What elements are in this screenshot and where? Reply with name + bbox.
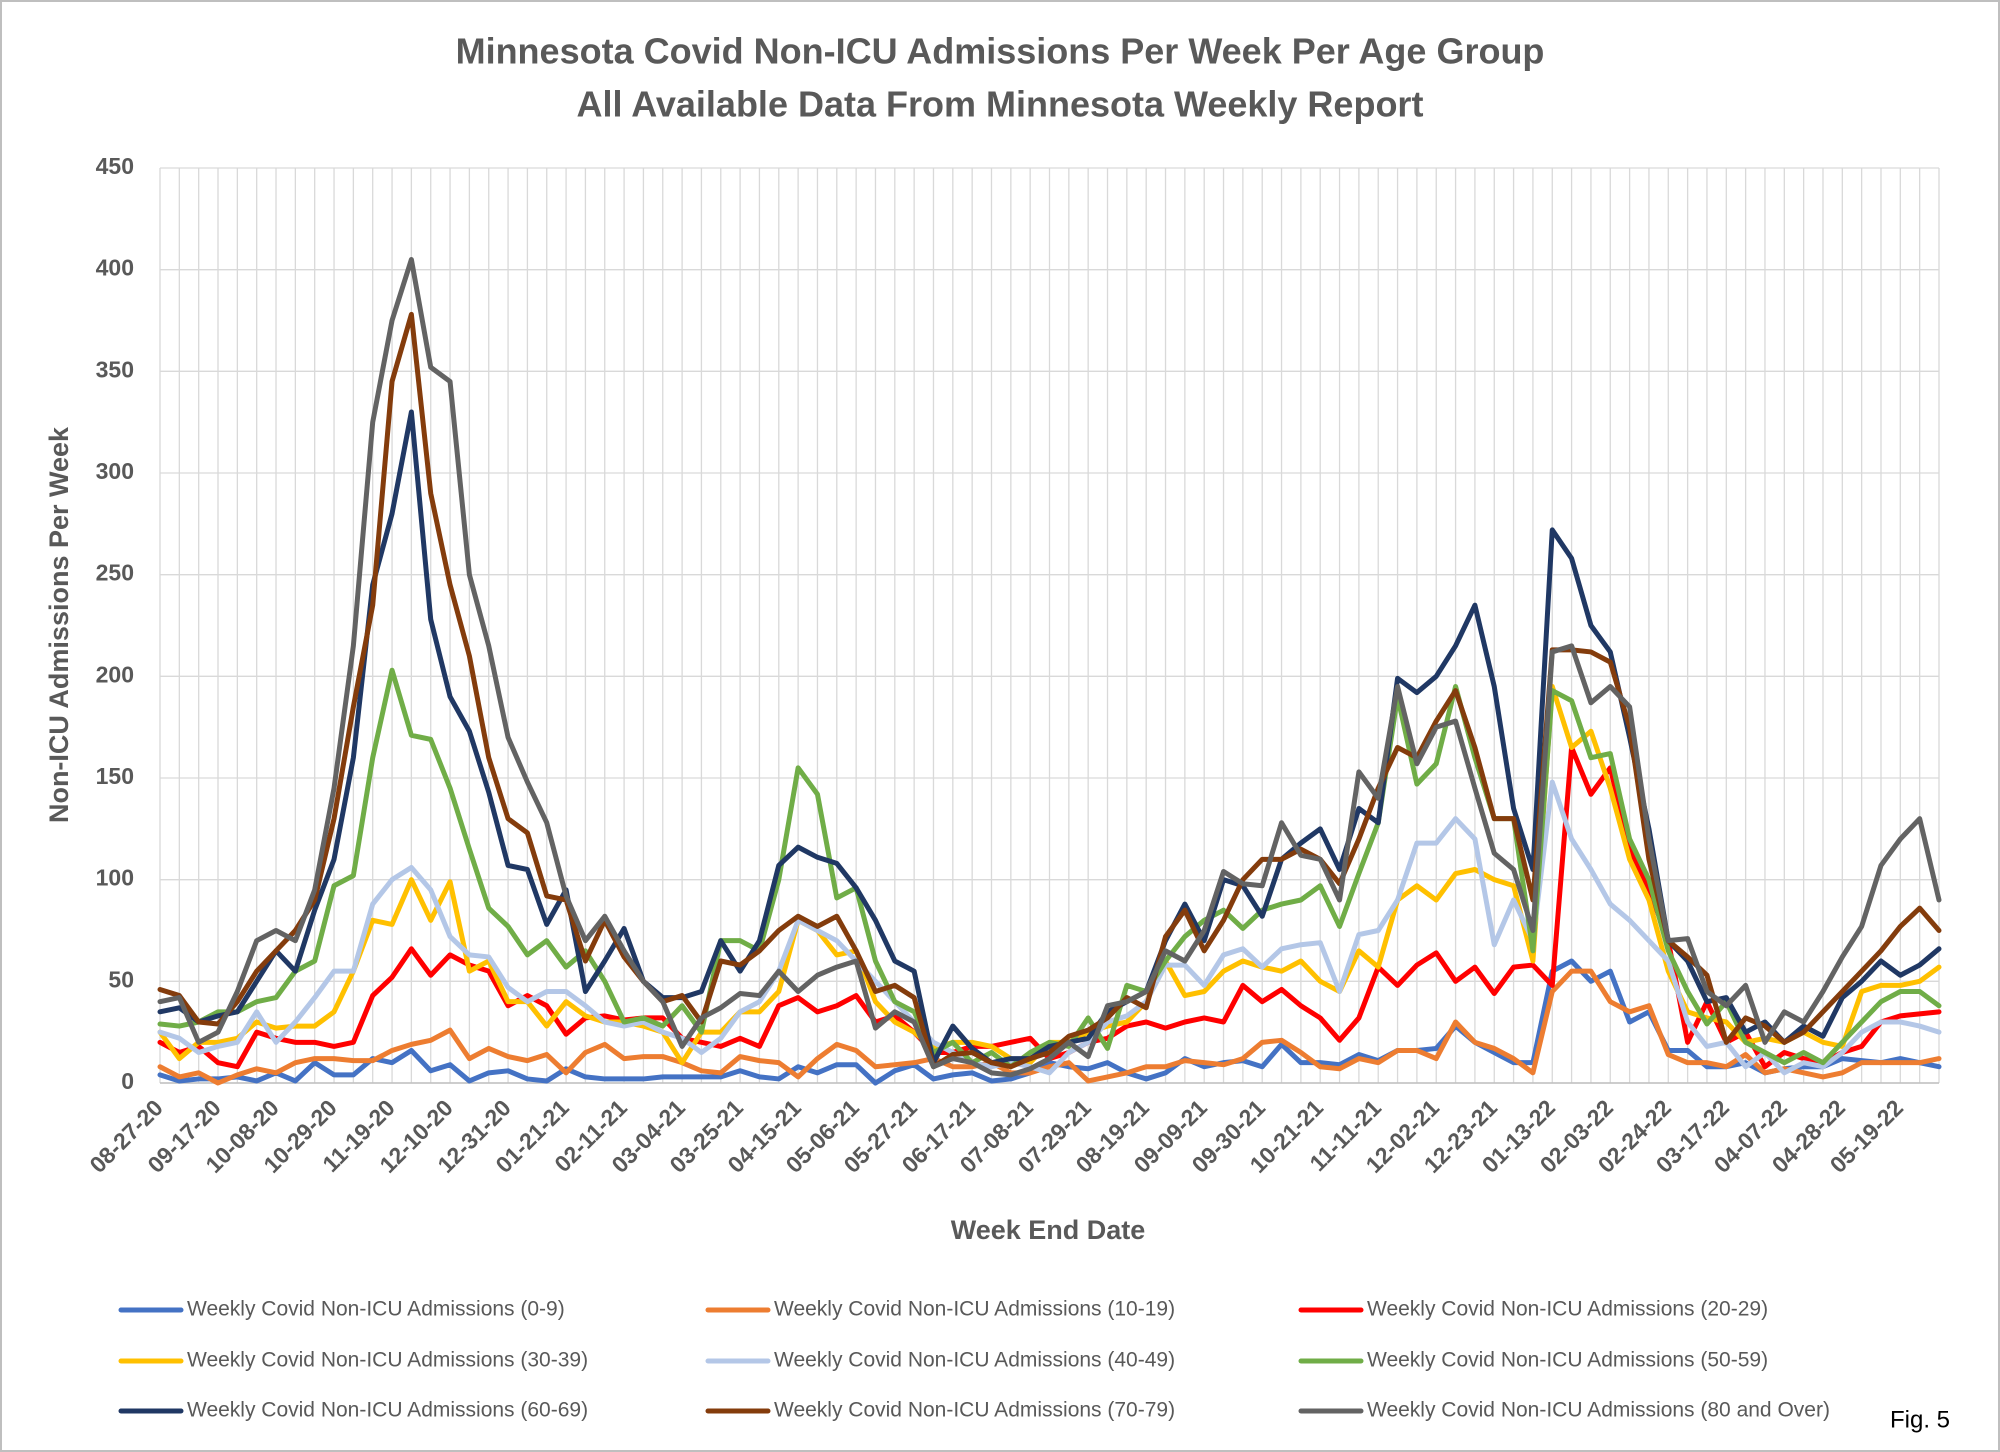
chart-subtitle: All Available Data From Minnesota Weekly… (577, 84, 1424, 125)
y-tick-label: 250 (96, 560, 134, 586)
chart-title: Minnesota Covid Non-ICU Admissions Per W… (456, 31, 1545, 72)
legend-label: Weekly Covid Non-ICU Admissions (10-19) (774, 1298, 1175, 1321)
legend-label: Weekly Covid Non-ICU Admissions (30-39) (187, 1349, 588, 1372)
legend-label: Weekly Covid Non-ICU Admissions (60-69) (187, 1399, 588, 1422)
legend-label: Weekly Covid Non-ICU Admissions (50-59) (1367, 1349, 1768, 1372)
y-tick-label: 450 (96, 153, 134, 179)
series-line (157, 958, 1942, 1086)
y-tick-label: 350 (96, 356, 134, 382)
y-tick-label: 50 (108, 966, 134, 992)
figure-label: Fig. 5 (1890, 1406, 1950, 1433)
y-tick-label: 300 (96, 458, 134, 484)
legend-label: Weekly Covid Non-ICU Admissions (40-49) (774, 1349, 1175, 1372)
x-axis-title: Week End Date (951, 1215, 1146, 1245)
y-tick-label: 0 (121, 1068, 134, 1094)
series-line (157, 779, 1942, 1076)
y-tick-label: 150 (96, 763, 134, 789)
legend-label: Weekly Covid Non-ICU Admissions (0-9) (187, 1298, 565, 1321)
legend-label: Weekly Covid Non-ICU Admissions (70-79) (774, 1399, 1175, 1422)
series-line (157, 257, 1942, 1078)
series-line (157, 667, 1942, 1070)
y-axis-title: Non-ICU Admissions Per Week (44, 426, 74, 823)
y-tick-label: 100 (96, 865, 134, 891)
y-tick-label: 200 (96, 661, 134, 687)
series-line (157, 968, 1942, 1086)
legend-label: Weekly Covid Non-ICU Admissions (80 and … (1367, 1399, 1830, 1422)
legend-label: Weekly Covid Non-ICU Admissions (20-29) (1367, 1298, 1768, 1321)
series-line (157, 311, 1942, 1070)
y-tick-label: 400 (96, 255, 134, 281)
